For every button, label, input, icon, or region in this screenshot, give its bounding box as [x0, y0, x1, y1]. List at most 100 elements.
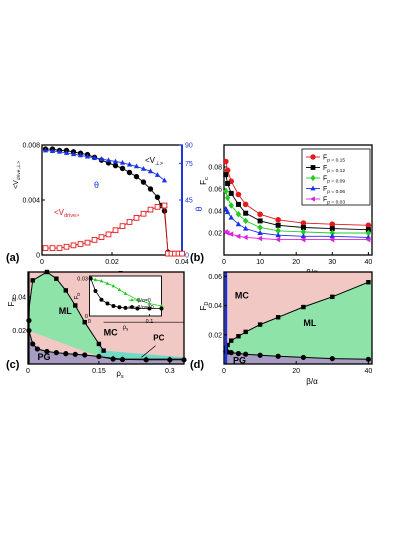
inset-x-label: ρs	[123, 325, 129, 332]
inset-y-label: FD	[74, 293, 81, 300]
y-axis-label: Fc	[199, 177, 210, 185]
data-point	[275, 232, 281, 238]
inset-series-line	[90, 278, 162, 309]
data-point	[70, 242, 77, 249]
legend-entry: Fp = 0.12	[323, 165, 345, 174]
annotation-theta: θ	[94, 180, 99, 190]
data-point	[49, 148, 56, 154]
panel-a: 00.020.0400.0040.0080457590(a)Fp<Vdrive,…	[6, 143, 204, 282]
data-point	[98, 234, 105, 240]
data-point	[154, 172, 161, 177]
data-point	[329, 221, 336, 227]
data-point	[93, 277, 98, 282]
data-point	[365, 222, 372, 229]
data-point	[224, 230, 230, 236]
data-point	[44, 348, 50, 355]
data-point	[126, 169, 133, 176]
data-point	[257, 352, 263, 358]
inset-x-tick-label: 0	[88, 319, 91, 325]
data-point	[365, 236, 371, 243]
data-point	[77, 152, 84, 158]
data-point	[235, 221, 242, 227]
data-point	[228, 214, 234, 220]
inset-y-tick-label: 0	[85, 314, 88, 320]
series-line	[225, 191, 369, 234]
region-ml	[28, 272, 170, 359]
data-point	[275, 217, 281, 223]
region-label-ml: ML	[59, 306, 72, 316]
data-point	[257, 224, 263, 231]
data-point	[275, 353, 281, 359]
data-point	[242, 201, 249, 208]
region-label-pc: PC	[153, 334, 164, 343]
x-tick-label: 0.3	[165, 368, 175, 375]
data-point	[53, 350, 59, 356]
y-tick-label: 0.06	[208, 274, 222, 281]
data-point	[133, 163, 140, 169]
data-point	[147, 186, 154, 192]
data-point	[133, 215, 140, 221]
data-point	[82, 352, 88, 358]
data-point	[300, 228, 307, 236]
data-point	[117, 287, 122, 292]
x-tick-label: 0	[222, 259, 226, 266]
data-point	[243, 329, 248, 335]
data-point	[154, 194, 161, 200]
data-point	[126, 161, 133, 167]
data-point	[147, 168, 154, 174]
data-point	[140, 210, 147, 217]
data-point	[73, 303, 78, 308]
region-label-mc: MC	[235, 290, 249, 300]
data-point	[257, 218, 263, 224]
y-tick-label: 0.004	[22, 198, 40, 205]
y-tick-label: 0	[36, 253, 40, 260]
data-point	[365, 356, 371, 362]
y-tick-label: 0.008	[22, 143, 40, 150]
x-axis-label: β/α	[306, 377, 318, 386]
y-tick-label: 0.04	[208, 303, 222, 310]
data-point	[56, 148, 63, 154]
data-point	[275, 222, 281, 228]
data-point	[161, 177, 168, 183]
region-label-mc: MC	[104, 328, 118, 338]
panel-c: 0 0.15 0.3 0.02 0.04 ML MC PG PC (c) ρs FD 0 0.1 0 0.03…	[6, 269, 187, 380]
data-point	[101, 348, 106, 353]
data-point	[88, 276, 93, 281]
data-point	[117, 305, 122, 310]
region-pg	[224, 351, 372, 364]
inset-series-line	[90, 278, 162, 307]
data-point	[242, 234, 248, 241]
data-point	[310, 174, 316, 182]
data-point	[223, 205, 229, 211]
inset-y-tick-label: 0.03	[77, 277, 88, 283]
data-point	[329, 229, 336, 237]
data-point	[330, 294, 335, 300]
data-point	[159, 306, 164, 311]
data-point	[236, 334, 241, 339]
data-point	[228, 202, 234, 209]
data-point	[99, 278, 104, 283]
data-point	[105, 281, 110, 285]
inset-legend-entry: β/α=10	[137, 305, 153, 311]
data-point	[72, 351, 78, 357]
x-tick-label: 0	[222, 368, 226, 375]
data-point	[77, 241, 84, 247]
data-point	[42, 147, 49, 153]
data-point	[242, 225, 249, 231]
y-tick-label: 0.04	[208, 209, 222, 216]
annotation-vperp: <V⊥>	[145, 156, 163, 167]
legend-entry: Fp = 0.09	[323, 176, 345, 185]
data-point	[228, 350, 234, 356]
inset-x-tick-label: 0.1	[146, 319, 154, 325]
data-point	[161, 202, 168, 209]
data-point	[300, 354, 307, 361]
data-point	[70, 151, 77, 157]
data-point	[310, 154, 316, 160]
data-point	[257, 211, 263, 218]
data-point	[119, 165, 126, 172]
data-point	[98, 156, 105, 161]
data-point	[242, 217, 249, 225]
x-tick-label: 0	[26, 368, 30, 375]
data-point	[54, 276, 59, 281]
